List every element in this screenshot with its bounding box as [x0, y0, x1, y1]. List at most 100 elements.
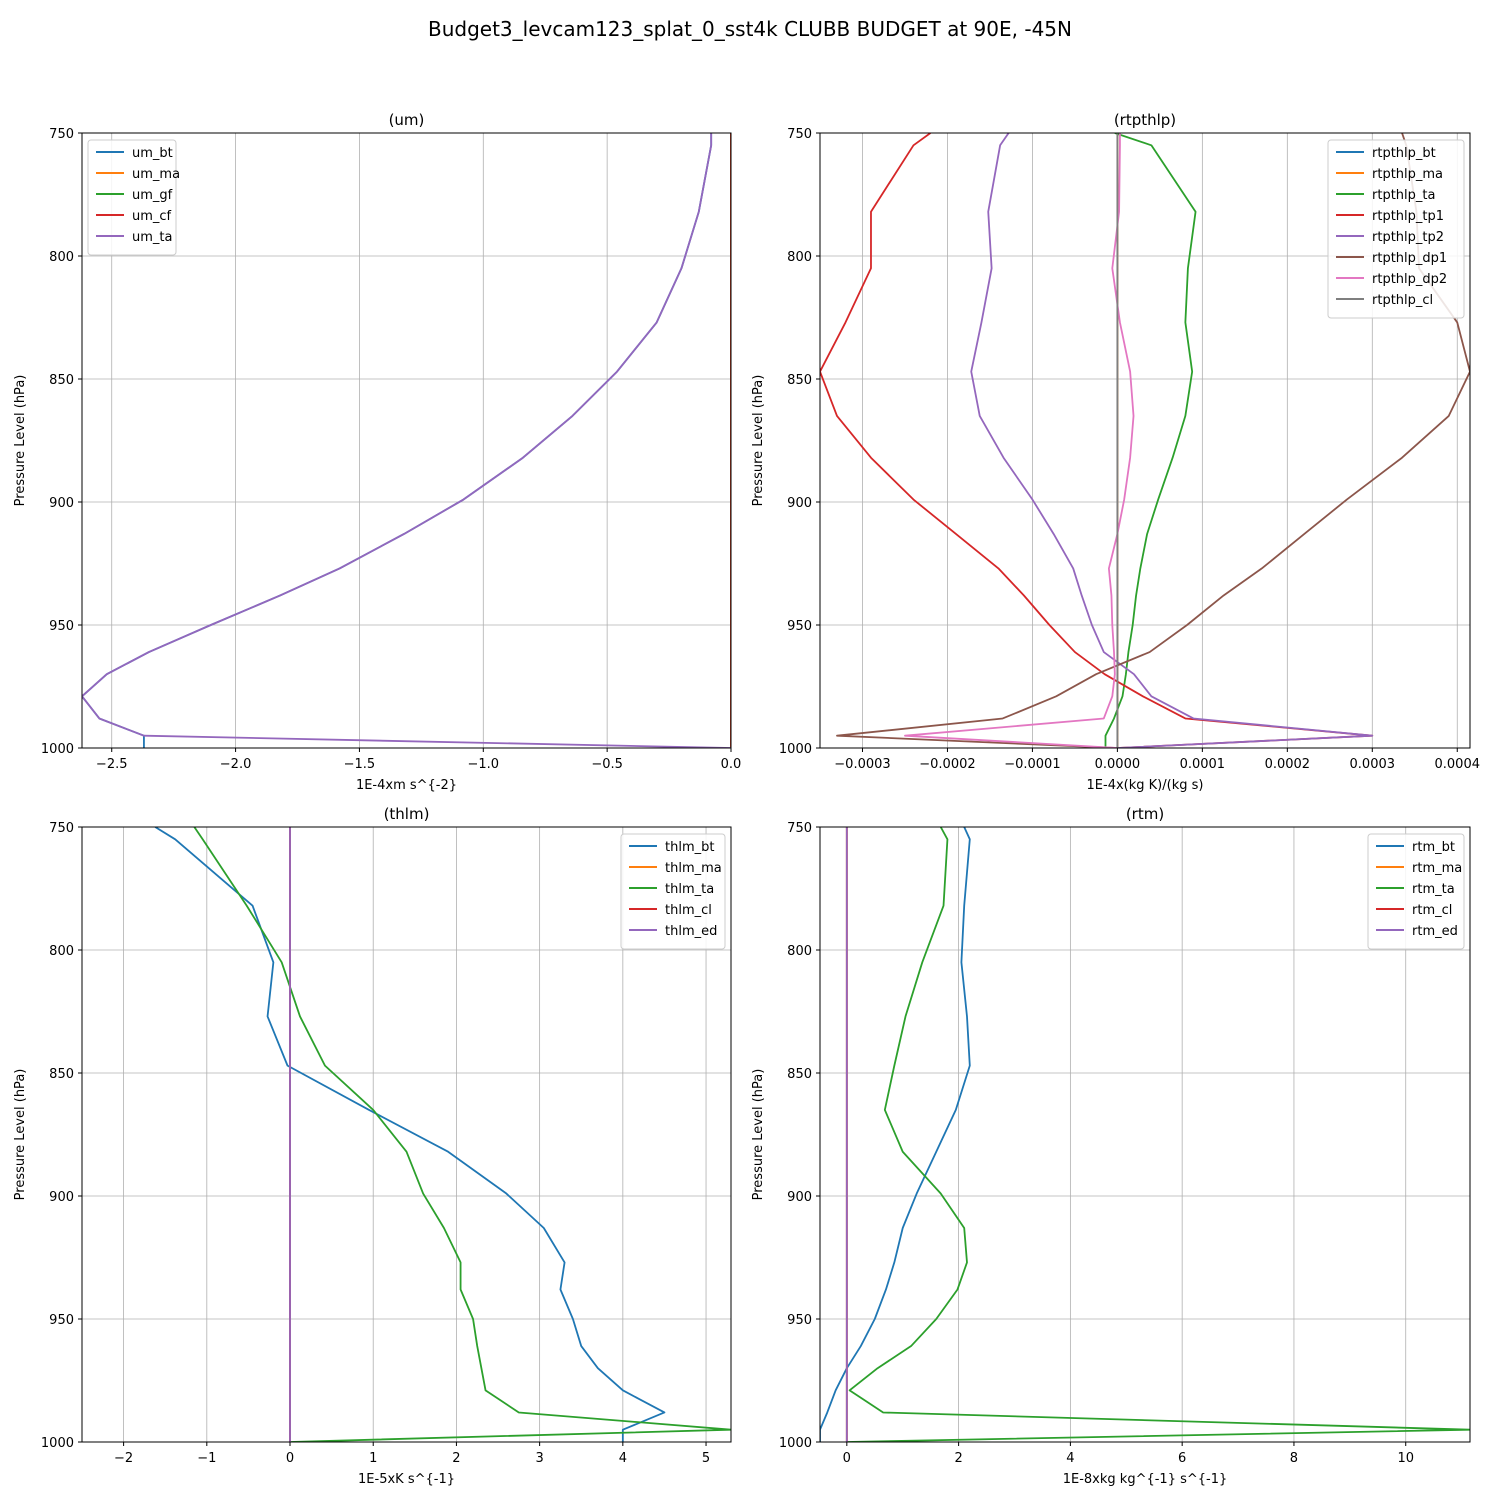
- y-axis-label: Pressure Level (hPa): [751, 1069, 766, 1201]
- x-tick-label: 6: [1178, 1451, 1186, 1466]
- legend-label: rtpthlp_ta: [1372, 188, 1435, 203]
- x-axis-label: 1E-5xK s^{-1}: [358, 1472, 455, 1487]
- legend-label: rtpthlp_ma: [1372, 167, 1443, 182]
- y-tick-label: 900: [49, 496, 74, 511]
- y-axis-label: Pressure Level (hPa): [13, 1069, 28, 1201]
- x-tick-label: 0: [843, 1451, 851, 1466]
- x-tick-label: −0.5: [591, 757, 623, 772]
- x-tick-label: 5: [702, 1451, 710, 1466]
- x-axis-label: 1E-8xkg kg^{-1} s^{-1}: [1063, 1472, 1228, 1487]
- x-tick-label: −0.0002: [919, 757, 975, 772]
- x-tick-label: −2: [114, 1451, 133, 1466]
- legend-label: thlm_cl: [665, 903, 712, 918]
- legend-box: [620, 833, 726, 950]
- y-tick-label: 950: [787, 619, 812, 634]
- y-tick-label: 800: [787, 944, 812, 959]
- x-tick-label: 0.0: [721, 757, 742, 772]
- x-tick-label: 3: [535, 1451, 543, 1466]
- x-tick-label: 2: [954, 1451, 962, 1466]
- legend-label: thlm_ma: [665, 861, 722, 876]
- x-tick-label: 0.0003: [1350, 757, 1396, 772]
- legend-label: thlm_bt: [665, 840, 714, 855]
- y-tick-label: 950: [49, 619, 74, 634]
- y-tick-label: 850: [787, 373, 812, 388]
- y-tick-label: 900: [787, 496, 812, 511]
- legend-label: rtpthlp_tp2: [1372, 230, 1444, 245]
- y-tick-label: 800: [787, 250, 812, 265]
- legend-label: um_bt: [132, 146, 173, 161]
- x-tick-label: −1.0: [468, 757, 500, 772]
- legend-label: rtm_ed: [1412, 924, 1458, 939]
- panel-3: −2 −1 0 1 2 3 4 5 750 800 850 900 950 1000 (thlm) 1E-5x…: [13, 805, 732, 1487]
- x-axis-label: 1E-4x(kg K)/(kg s): [1087, 778, 1204, 793]
- legend-label: rtpthlp_tp1: [1372, 209, 1444, 224]
- series-line-rtpthlp_tp1: [820, 133, 1374, 748]
- legend-label: um_cf: [132, 209, 172, 224]
- y-tick-label: 1000: [41, 1436, 74, 1451]
- x-tick-label: 10: [1397, 1451, 1414, 1466]
- y-tick-label: 800: [49, 250, 74, 265]
- legend-label: rtm_ta: [1412, 882, 1455, 897]
- x-tick-label: −2.5: [96, 757, 128, 772]
- legend-label: rtpthlp_cl: [1372, 293, 1433, 308]
- y-tick-label: 850: [49, 373, 74, 388]
- legend-label: rtm_cl: [1412, 903, 1452, 918]
- panel-title: (rtm): [1126, 805, 1164, 823]
- x-tick-label: 0.0004: [1435, 757, 1481, 772]
- y-tick-label: 750: [787, 821, 812, 836]
- series-line-rtpthlp_tp2: [970, 133, 1374, 748]
- y-tick-label: 900: [787, 1190, 812, 1205]
- figure-suptitle: Budget3_levcam123_splat_0_sst4k CLUBB BU…: [428, 17, 1072, 41]
- legend: um_bt um_ma um_gf um_cf um_ta: [87, 139, 180, 256]
- x-tick-label: 0.0002: [1265, 757, 1311, 772]
- legend-label: thlm_ta: [665, 882, 714, 897]
- legend: thlm_bt thlm_ma thlm_ta thlm_cl thlm_ed: [620, 833, 726, 950]
- y-tick-label: 1000: [779, 742, 812, 757]
- legend-label: rtpthlp_bt: [1372, 146, 1436, 161]
- x-axis-label: 1E-4xm s^{-2}: [356, 778, 457, 793]
- x-tick-label: 1: [369, 1451, 377, 1466]
- x-tick-label: −0.0003: [834, 757, 890, 772]
- x-tick-label: 4: [619, 1451, 627, 1466]
- y-axis-label: Pressure Level (hPa): [13, 375, 28, 507]
- panel-2: −0.0003 −0.0002 −0.0001 0.0000 0.0001 0.0002 0…: [751, 111, 1480, 793]
- y-tick-label: 950: [787, 1313, 812, 1328]
- panel-1: −2.5 −2.0 −1.5 −1.0 −0.5 0.0 750 800 850 900 950 10…: [13, 111, 741, 793]
- series-line-rtm_ta: [846, 827, 1470, 1442]
- series-line-thlm_bt: [154, 827, 666, 1442]
- y-axis-label: Pressure Level (hPa): [751, 375, 766, 507]
- x-tick-label: −1: [197, 1451, 216, 1466]
- axes-frame: [81, 132, 732, 749]
- legend-label: rtm_bt: [1412, 840, 1455, 855]
- y-tick-label: 850: [787, 1067, 812, 1082]
- panel-4: 0 2 4 6 8 10 750 800 850 900 950 1000 (rtm) 1E-8xkg k…: [751, 805, 1471, 1487]
- legend-label: rtpthlp_dp1: [1372, 251, 1447, 266]
- legend-label: rtpthlp_dp2: [1372, 272, 1447, 287]
- y-tick-label: 750: [49, 127, 74, 142]
- y-tick-label: 1000: [779, 1436, 812, 1451]
- y-tick-label: 900: [49, 1190, 74, 1205]
- x-tick-label: 2: [452, 1451, 460, 1466]
- panel-title: (um): [389, 111, 425, 129]
- panel-title: (thlm): [384, 805, 430, 823]
- series-line-thlm_ta: [193, 827, 731, 1442]
- legend-box: [1367, 833, 1465, 950]
- axes-frame: [819, 132, 1471, 749]
- axes-frame: [81, 826, 732, 1443]
- series-line-rtm_bt: [820, 827, 971, 1442]
- x-tick-label: 0.0000: [1095, 757, 1141, 772]
- x-tick-label: −2.0: [220, 757, 252, 772]
- series-line-rtpthlp_ta: [1104, 133, 1197, 748]
- y-tick-label: 950: [49, 1313, 74, 1328]
- legend-box: [87, 139, 177, 256]
- y-tick-label: 850: [49, 1067, 74, 1082]
- x-tick-label: −1.5: [344, 757, 376, 772]
- legend-box: [1327, 139, 1465, 319]
- y-tick-label: 750: [787, 127, 812, 142]
- legend: rtm_bt rtm_ma rtm_ta rtm_cl rtm_ed: [1367, 833, 1465, 950]
- x-tick-label: −0.0001: [1004, 757, 1060, 772]
- y-tick-label: 1000: [41, 742, 74, 757]
- axes-frame: [819, 826, 1471, 1443]
